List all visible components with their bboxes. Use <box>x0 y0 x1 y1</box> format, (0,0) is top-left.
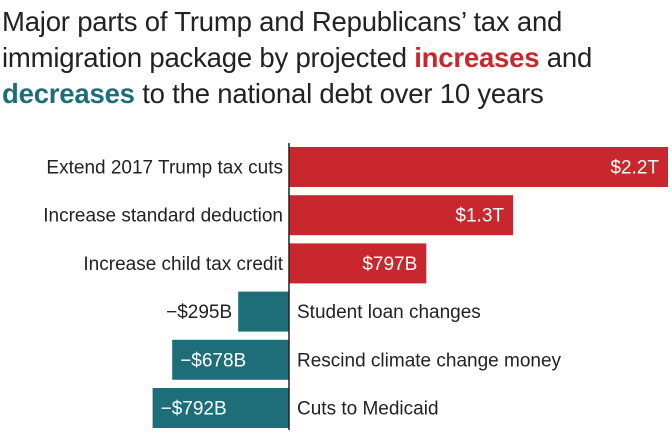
bar-decrease <box>238 291 289 332</box>
title-line-1: Major parts of Trump and Republicans’ ta… <box>2 6 563 37</box>
title-line-3: decreases to the national debt over 10 y… <box>2 78 544 109</box>
category-label: Cuts to Medicaid <box>297 399 439 420</box>
bar-decrease <box>152 388 289 428</box>
chart-title: Major parts of Trump and Republicans’ ta… <box>2 4 670 112</box>
title-line-2: immigration package by projected increas… <box>2 42 593 73</box>
bar-increase <box>289 195 513 236</box>
category-label: Increase standard deduction <box>43 206 283 227</box>
title-increases-word: increases <box>414 42 540 73</box>
category-label: Extend 2017 Trump tax cuts <box>46 158 283 179</box>
bar-increase <box>289 147 668 187</box>
value-label: −$295B <box>166 302 232 323</box>
category-label: Increase child tax credit <box>83 254 283 275</box>
value-label: $797B <box>362 254 417 275</box>
bar-increase <box>289 243 427 284</box>
bar-decrease <box>172 339 289 380</box>
category-label: Rescind climate change money <box>297 350 562 371</box>
title-decreases-word: decreases <box>2 78 135 109</box>
value-label: −$678B <box>180 350 246 371</box>
value-label: −$792B <box>161 399 227 420</box>
value-label: $2.2T <box>610 158 659 179</box>
category-label: Student loan changes <box>297 302 481 323</box>
value-label: $1.3T <box>455 206 504 227</box>
